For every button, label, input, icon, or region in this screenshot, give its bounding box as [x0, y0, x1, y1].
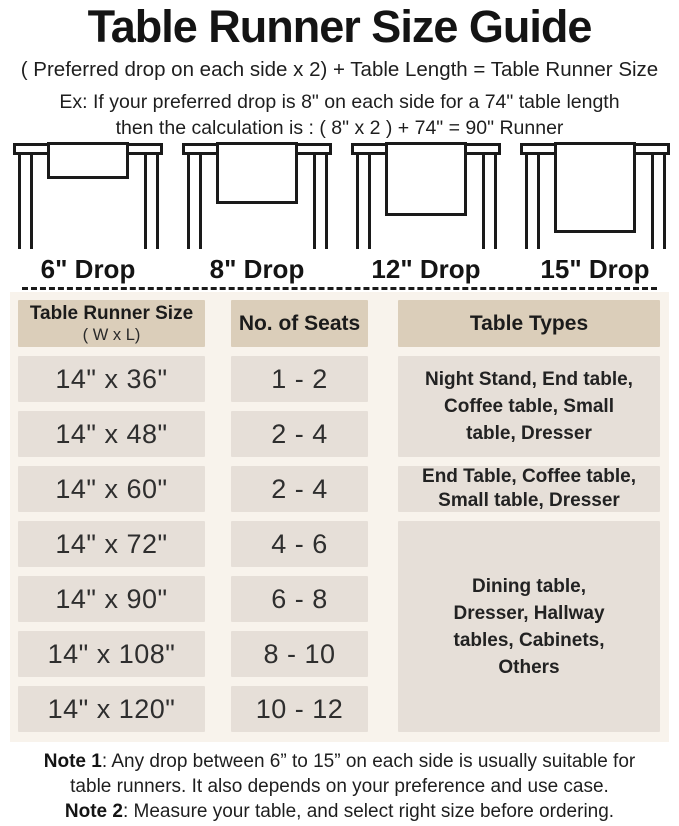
table-illustration: [351, 141, 501, 249]
size-table: Table Runner Size ( W x L) No. of Seats …: [10, 292, 669, 742]
column-header-seats: No. of Seats: [231, 300, 368, 347]
example-line-2: then the calculation is : ( 8" x 2 ) + 7…: [115, 117, 564, 139]
seats-value: 4 - 6: [271, 528, 328, 559]
drop-diagram-12in: 12" Drop: [351, 141, 501, 283]
notes-section: Note 1: Any drop between 6” to 15” on ea…: [0, 749, 679, 824]
table-types-line: Small table, Dresser: [438, 490, 620, 511]
size-value: 14" x 108": [47, 638, 176, 669]
table-illustration: [13, 141, 163, 249]
note-2-line: Note 2: Measure your table, and select r…: [0, 799, 679, 824]
table-illustration: [182, 141, 332, 249]
table-row-seats: 8 - 10: [231, 631, 368, 677]
table-row-size: 14" x 72": [18, 521, 205, 567]
table-row-seats: 6 - 8: [231, 576, 368, 622]
drop-label-6in: 6" Drop: [40, 254, 136, 284]
table-row-seats: 2 - 4: [231, 466, 368, 512]
table-types-line: table, Dresser: [466, 423, 592, 444]
runner-size-header-title: Table Runner Size: [29, 303, 194, 324]
size-value: 14" x 90": [55, 583, 168, 614]
table-leg-left: [525, 154, 540, 249]
table-row-size: 14" x 48": [18, 411, 205, 457]
table-row-size: 14" x 108": [18, 631, 205, 677]
table-leg-left: [18, 154, 33, 249]
header-section: Table Runner Size Guide ( Preferred drop…: [0, 0, 679, 141]
table-row-seats: 1 - 2: [231, 356, 368, 402]
size-value: 14" x 72": [55, 528, 168, 559]
table-types-line: Night Stand, End table,: [425, 369, 633, 390]
note-1-line-2: table runners. It also depends on your p…: [70, 776, 609, 797]
drop-diagrams-row: 6" Drop 8" Drop 12" Drop: [0, 141, 679, 283]
drop-diagram-6in: 6" Drop: [13, 141, 163, 283]
table-types-line: Dresser, Hallway: [453, 602, 605, 624]
table-illustration: [520, 141, 670, 249]
runner-shape: [216, 142, 298, 204]
formula-text: ( Preferred drop on each side x 2) + Tab…: [20, 58, 659, 81]
table-row-seats: 10 - 12: [231, 686, 368, 732]
seats-value: 8 - 10: [263, 638, 336, 669]
seats-value: 2 - 4: [271, 473, 328, 504]
table-leg-right: [144, 154, 159, 249]
table-types-cell-small-tables: Night Stand, End table, Coffee table, Sm…: [398, 356, 660, 457]
size-value: 14" x 60": [55, 473, 168, 504]
size-value: 14" x 36": [55, 363, 168, 394]
table-types-line: Others: [498, 656, 560, 678]
drop-label-15in: 15" Drop: [540, 254, 650, 284]
runner-shape: [47, 142, 129, 179]
note-1-line-1: Note 1: Any drop between 6” to 15” on ea…: [0, 749, 679, 774]
seats-value: 1 - 2: [271, 363, 328, 394]
table-types-line: Dining table,: [472, 575, 586, 597]
drop-diagram-8in: 8" Drop: [182, 141, 332, 283]
seats-header-label: No. of Seats: [238, 311, 361, 335]
seats-value: 2 - 4: [271, 418, 328, 449]
table-leg-right: [482, 154, 497, 249]
size-value: 14" x 48": [55, 418, 168, 449]
note-1-label: Note 1: [43, 751, 102, 772]
table-leg-left: [356, 154, 371, 249]
seats-value: 6 - 8: [271, 583, 328, 614]
table-types-line: End Table, Coffee table,: [422, 466, 636, 487]
column-header-runner-size: Table Runner Size ( W x L): [18, 300, 205, 347]
table-types-line: Coffee table, Small: [444, 396, 614, 417]
table-row-size: 14" x 90": [18, 576, 205, 622]
table-row-size: 14" x 120": [18, 686, 205, 732]
table-leg-right: [651, 154, 666, 249]
drop-label-8in: 8" Drop: [209, 254, 305, 284]
table-row-seats: 2 - 4: [231, 411, 368, 457]
example-line-1: Ex: If your preferred drop is 8" on each…: [59, 91, 620, 113]
table-row-size: 14" x 36": [18, 356, 205, 402]
seats-value: 10 - 12: [255, 693, 344, 724]
table-types-header-label: Table Types: [469, 311, 589, 335]
page-title: Table Runner Size Guide: [87, 1, 593, 52]
drop-label-12in: 12" Drop: [371, 254, 481, 284]
table-leg-left: [187, 154, 202, 249]
drop-diagram-15in: 15" Drop: [520, 141, 670, 283]
note-2-text: : Measure your table, and select right s…: [122, 801, 615, 822]
table-types-cell-large-tables: Dining table, Dresser, Hallway tables, C…: [398, 521, 660, 732]
table-leg-right: [313, 154, 328, 249]
table-types-line: tables, Cabinets,: [453, 629, 605, 651]
runner-shape: [554, 142, 636, 233]
table-row-size: 14" x 60": [18, 466, 205, 512]
table-row-seats: 4 - 6: [231, 521, 368, 567]
note-1-text-part1: : Any drop between 6” to 15” on each sid…: [101, 751, 636, 772]
dashed-divider: [22, 287, 657, 290]
column-header-table-types: Table Types: [398, 300, 660, 347]
runner-size-header-subtitle: ( W x L): [82, 326, 141, 344]
note-2-label: Note 2: [64, 801, 123, 822]
table-types-cell-medium-tables: End Table, Coffee table, Small table, Dr…: [398, 466, 660, 512]
size-value: 14" x 120": [47, 693, 176, 724]
runner-shape: [385, 142, 467, 216]
